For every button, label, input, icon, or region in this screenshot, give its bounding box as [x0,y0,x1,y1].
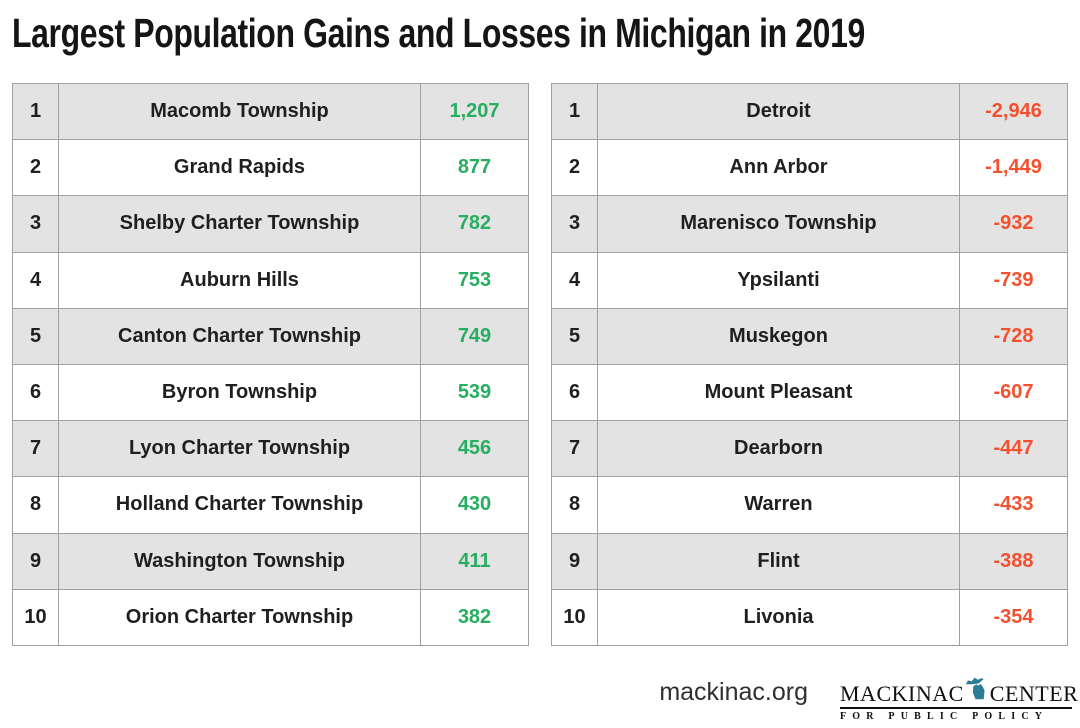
rank-cell: 3 [551,195,598,253]
municipality-cell: Byron Township [58,363,421,422]
logo-wordmark: MACKINAC CENTER [840,669,1078,708]
rank-cell: 8 [12,476,59,534]
table-row: 1 Detroit -2,946 [551,82,1068,141]
value-cell: -447 [959,420,1068,478]
rank-cell: 9 [551,532,598,590]
table-row: 8 Warren -433 [551,476,1068,534]
table-row: 5 Canton Charter Township 749 [12,307,529,365]
rank-cell: 5 [12,307,59,365]
value-cell: -2,946 [959,82,1068,141]
value-cell: 411 [420,532,529,590]
tables-container: 1 Macomb Township 1,207 2 Grand Rapids 877 3 Sh… [12,82,1068,646]
page-title: Largest Population Gains and Losses in M… [12,10,865,56]
rank-cell: 4 [551,251,598,309]
municipality-cell: Ann Arbor [597,139,960,197]
table-row: 3 Marenisco Township -932 [551,195,1068,253]
rank-cell: 10 [551,588,598,646]
value-cell: 877 [420,139,529,197]
municipality-cell: Livonia [597,588,960,646]
gains-table: 1 Macomb Township 1,207 2 Grand Rapids 877 3 Sh… [12,82,529,646]
value-cell: -388 [959,532,1068,590]
value-cell: 1,207 [420,82,529,141]
mackinac-center-logo: MACKINAC CENTER FOR PUBLIC POLICY [840,669,1078,722]
rank-cell: 4 [12,251,59,309]
municipality-cell: Muskegon [597,307,960,365]
municipality-cell: Dearborn [597,420,960,478]
logo-text-mackinac: MACKINAC [840,681,964,706]
municipality-cell: Grand Rapids [58,139,421,197]
value-cell: -433 [959,476,1068,534]
municipality-cell: Macomb Township [58,82,421,141]
footer: mackinac.org MACKINAC CENTER FOR PUBLIC … [659,669,1078,722]
logo-tagline: FOR PUBLIC POLICY [840,711,1049,722]
municipality-cell: Auburn Hills [58,251,421,309]
website-text: mackinac.org [659,678,808,706]
value-cell: -739 [959,251,1068,309]
value-cell: -728 [959,307,1068,365]
value-cell: -607 [959,363,1068,422]
value-cell: 753 [420,251,529,309]
rank-cell: 5 [551,307,598,365]
table-row: 3 Shelby Charter Township 782 [12,195,529,253]
municipality-cell: Washington Township [58,532,421,590]
michigan-state-icon [962,672,992,708]
municipality-cell: Orion Charter Township [58,588,421,646]
value-cell: 749 [420,307,529,365]
municipality-cell: Canton Charter Township [58,307,421,365]
table-row: 2 Ann Arbor -1,449 [551,139,1068,197]
rank-cell: 1 [551,82,598,141]
municipality-cell: Warren [597,476,960,534]
value-cell: -1,449 [959,139,1068,197]
rank-cell: 2 [12,139,59,197]
table-row: 2 Grand Rapids 877 [12,139,529,197]
logo-divider [840,707,1072,709]
municipality-cell: Ypsilanti [597,251,960,309]
table-row: 6 Mount Pleasant -607 [551,363,1068,422]
municipality-cell: Marenisco Township [597,195,960,253]
table-row: 10 Orion Charter Township 382 [12,588,529,646]
table-row: 1 Macomb Township 1,207 [12,82,529,141]
rank-cell: 6 [551,363,598,422]
table-row: 5 Muskegon -728 [551,307,1068,365]
value-cell: 456 [420,420,529,478]
table-row: 4 Auburn Hills 753 [12,251,529,309]
municipality-cell: Lyon Charter Township [58,420,421,478]
table-row: 7 Lyon Charter Township 456 [12,420,529,478]
rank-cell: 10 [12,588,59,646]
value-cell: 782 [420,195,529,253]
rank-cell: 6 [12,363,59,422]
value-cell: 430 [420,476,529,534]
municipality-cell: Flint [597,532,960,590]
rank-cell: 1 [12,82,59,141]
table-row: 6 Byron Township 539 [12,363,529,422]
rank-cell: 9 [12,532,59,590]
rank-cell: 7 [551,420,598,478]
rank-cell: 3 [12,195,59,253]
value-cell: -354 [959,588,1068,646]
rank-cell: 8 [551,476,598,534]
logo-text-center: CENTER [989,681,1079,706]
table-row: 9 Flint -388 [551,532,1068,590]
municipality-cell: Detroit [597,82,960,141]
value-cell: -932 [959,195,1068,253]
losses-table: 1 Detroit -2,946 2 Ann Arbor -1,449 3 Marenisco… [551,82,1068,646]
value-cell: 382 [420,588,529,646]
rank-cell: 2 [551,139,598,197]
rank-cell: 7 [12,420,59,478]
municipality-cell: Holland Charter Township [58,476,421,534]
table-row: 8 Holland Charter Township 430 [12,476,529,534]
table-row: 4 Ypsilanti -739 [551,251,1068,309]
municipality-cell: Mount Pleasant [597,363,960,422]
municipality-cell: Shelby Charter Township [58,195,421,253]
value-cell: 539 [420,363,529,422]
table-row: 9 Washington Township 411 [12,532,529,590]
table-row: 10 Livonia -354 [551,588,1068,646]
table-row: 7 Dearborn -447 [551,420,1068,478]
